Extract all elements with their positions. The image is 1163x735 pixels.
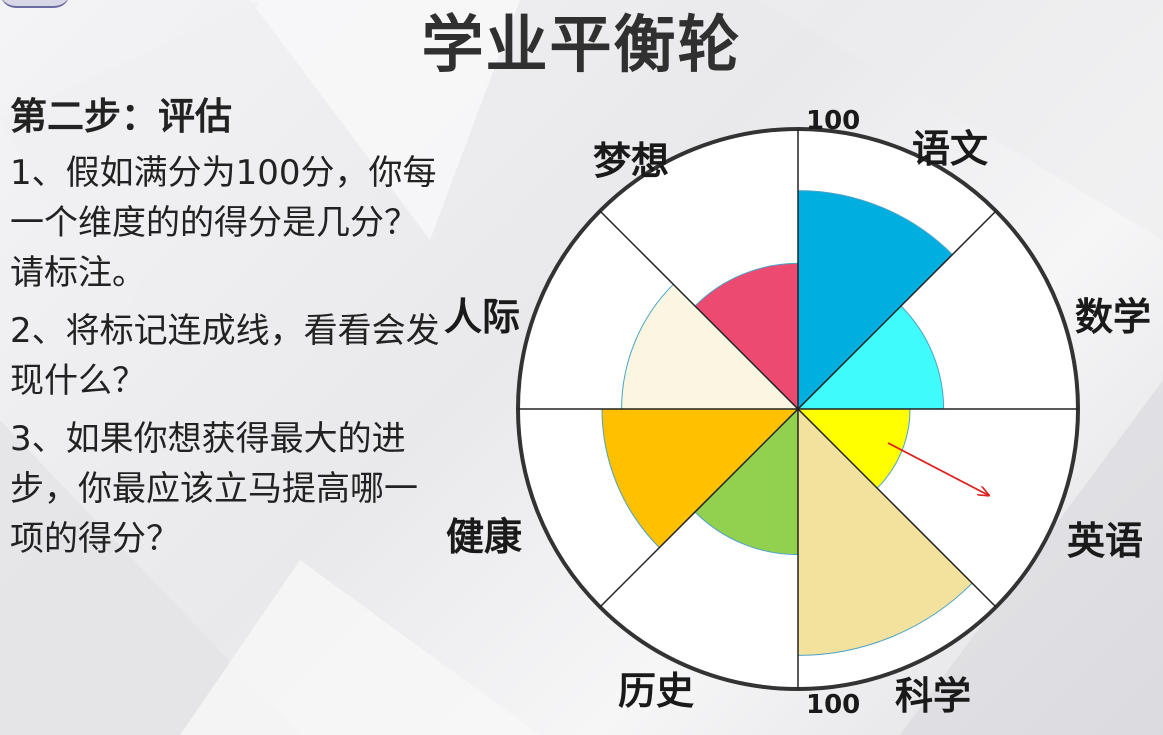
dimension-label-history: 历史 — [618, 669, 695, 713]
dimension-label-chinese: 语文 — [912, 127, 989, 171]
wheel-divider-line — [599, 210, 799, 410]
wheel-sector-math — [796, 305, 945, 410]
wheel-sectors — [601, 190, 973, 656]
dimension-label-english: 英语 — [1067, 519, 1144, 563]
instructions-list: 1、假如满分为100分，你每一个维度的的得分是几分？请标注。 2、将标记连成线，… — [10, 148, 450, 572]
scale-label-top: 100 — [806, 106, 861, 136]
wheel-sector-chinese — [797, 190, 954, 411]
wheel-divider-line — [797, 408, 997, 608]
dimension-label-science: 科学 — [895, 674, 972, 718]
wheel-divider-line — [599, 408, 799, 608]
wheel-sector-relations — [621, 283, 800, 410]
scale-label-bottom: 100 — [806, 690, 861, 720]
wheel-sector-english — [796, 408, 911, 489]
dimension-label-relations: 人际 — [444, 295, 521, 339]
instruction-2: 2、将标记连成线，看看会发现什么？ — [10, 311, 440, 401]
wheel-divider-line — [797, 210, 997, 410]
instruction-1: 1、假如满分为100分，你每一个维度的的得分是几分？请标注。 — [10, 153, 437, 293]
slide-title: 学业平衡轮 — [421, 8, 742, 81]
dimension-label-health: 健康 — [446, 515, 523, 559]
dimension-label-math: 数学 — [1075, 295, 1152, 339]
wheel-sector-health — [601, 408, 800, 549]
wheel-sector-history — [694, 407, 799, 556]
trend-arrow — [887, 442, 988, 495]
logo-fragment — [0, 0, 70, 8]
wheel-sector-science — [797, 407, 973, 656]
step-heading: 第二步：评估 — [10, 95, 232, 138]
wheel-sector-dream — [694, 262, 799, 411]
wheel-divider-lines — [518, 129, 1078, 689]
instruction-3: 3、如果你想获得最大的进步，你最应该立马提高哪一项的得分？ — [10, 419, 418, 559]
dimension-label-dream: 梦想 — [593, 139, 670, 183]
